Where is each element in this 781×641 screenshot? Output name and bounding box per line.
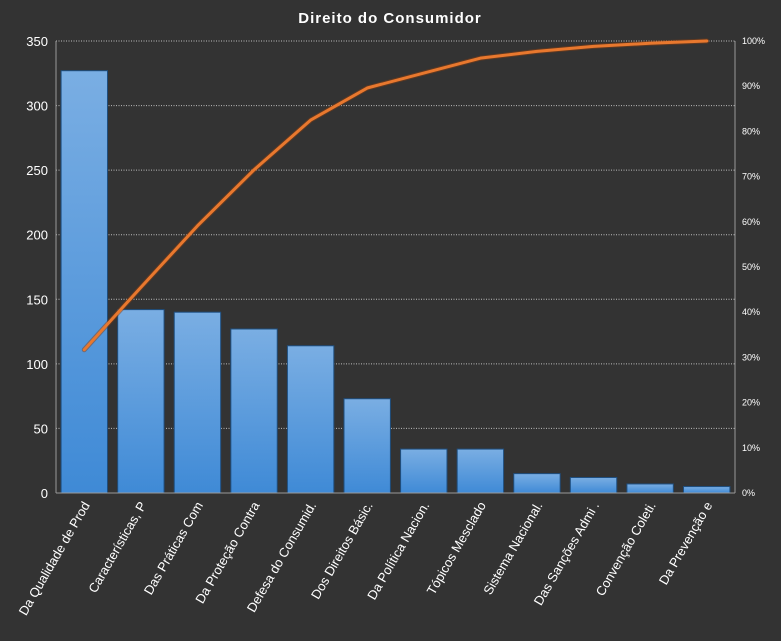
y-tick-label: 250 <box>26 163 48 178</box>
cumulative-line-shadow <box>81 38 710 353</box>
bar <box>456 448 505 494</box>
x-tick-label: Da Proteção Contra <box>192 498 263 606</box>
cumulative-line-layer <box>81 38 710 353</box>
bar <box>400 448 448 494</box>
x-tick-label: Convenção Coleti. <box>593 499 659 599</box>
bar <box>230 328 278 494</box>
bar <box>60 70 108 494</box>
y-tick-label: 0 <box>41 486 48 501</box>
y-tick-label: 300 <box>26 99 48 114</box>
x-tick-label: Características, P <box>85 499 149 595</box>
x-tick-label: Das Práticas Com <box>141 499 206 597</box>
y2-tick-label: 0% <box>742 488 755 498</box>
x-tick-label: Das Sanções Admi . <box>531 499 603 608</box>
cumulative-line <box>82 39 709 352</box>
y-axis-ticks: 0 50 100 150 200 250 300 350 <box>26 34 48 501</box>
y2-tick-label: 100% <box>742 36 765 46</box>
bar <box>513 473 561 494</box>
y2-tick-label: 50% <box>742 262 760 272</box>
y2-tick-label: 90% <box>742 81 760 91</box>
y2-tick-label: 20% <box>742 398 760 408</box>
y2-tick-label: 60% <box>742 217 760 227</box>
axes <box>55 41 736 494</box>
bar <box>569 477 618 494</box>
x-tick-label: Da Qualidade de Prod <box>16 499 93 618</box>
bar <box>343 398 391 494</box>
x-tick-label: Tópicos Mesclado <box>424 499 489 597</box>
x-tick-label: Dos Direitos Básic. <box>308 499 376 602</box>
y2-tick-label: 30% <box>742 352 760 362</box>
bar <box>683 486 731 494</box>
y-tick-label: 100 <box>26 357 48 372</box>
y2-tick-label: 80% <box>742 126 760 136</box>
y2-axis-ticks: 0% 10% 20% 30% 40% 50% 60% 70% 80% 90% 100% <box>742 36 765 498</box>
bar <box>626 483 674 494</box>
x-tick-label: Sistema Nacional. <box>480 499 545 597</box>
x-tick-label: Da Prevenção e <box>656 499 716 587</box>
chart-title: Direito do Consumidor <box>298 10 482 27</box>
gridlines <box>56 40 735 429</box>
y2-tick-label: 70% <box>742 172 760 182</box>
y2-tick-label: 10% <box>742 443 760 453</box>
bar <box>117 309 165 494</box>
y-tick-label: 50 <box>34 421 48 436</box>
y2-tick-label: 40% <box>742 307 760 317</box>
bars <box>60 70 731 494</box>
y-tick-label: 350 <box>26 34 48 49</box>
bar <box>286 345 335 494</box>
x-tick-label: Da Política Nacion. <box>364 499 432 602</box>
y-tick-label: 150 <box>26 292 48 307</box>
y-tick-label: 200 <box>26 228 48 243</box>
bar <box>173 311 222 494</box>
